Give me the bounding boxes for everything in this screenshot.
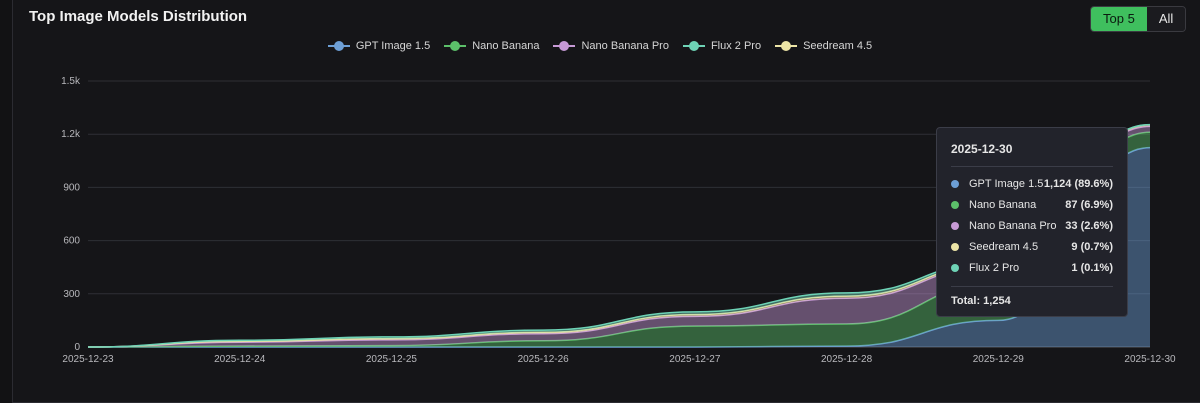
y-tick-label: 900 [63, 182, 80, 193]
tooltip-dot [951, 200, 959, 209]
tooltip-row: Nano Banana Pro 33 (2.6%) [951, 215, 1113, 236]
tooltip-series-name: Seedream 4.5 [969, 240, 1039, 253]
legend-dot [450, 41, 461, 51]
legend-dot [688, 41, 699, 51]
legend-label: Nano Banana Pro [581, 40, 669, 52]
legend-dot [333, 41, 344, 51]
chart-title: Top Image Models Distribution [29, 8, 248, 25]
legend-item-nano-banana-pro[interactable]: Nano Banana Pro [553, 40, 669, 52]
x-tick-label: 2025-12-24 [214, 354, 266, 365]
top-n-toggle: Top 5 All [1090, 6, 1187, 32]
all-button[interactable]: All [1146, 7, 1186, 31]
legend-dot [781, 41, 792, 51]
legend-swatch [682, 41, 705, 51]
x-tick-label: 2025-12-29 [973, 354, 1025, 365]
legend-item-flux-2-pro[interactable]: Flux 2 Pro [682, 40, 762, 52]
top5-button[interactable]: Top 5 [1091, 7, 1147, 31]
tooltip-dot [951, 242, 959, 251]
tooltip-date: 2025-12-30 [951, 142, 1013, 156]
legend-label: GPT Image 1.5 [355, 40, 431, 52]
tooltip-total: Total: 1,254 [951, 286, 1113, 307]
legend-label: Nano Banana [472, 40, 540, 52]
legend-label: Seedream 4.5 [803, 40, 873, 52]
y-tick-label: 300 [63, 289, 80, 300]
legend-dot [559, 41, 570, 51]
legend-item-seedream[interactable]: Seedream 4.5 [775, 40, 872, 52]
tooltip-row: Flux 2 Pro 1 (0.1%) [951, 257, 1113, 278]
series-area [88, 147, 1150, 347]
tooltip-dot [951, 179, 959, 188]
tooltip-row: Seedream 4.5 9 (0.7%) [951, 236, 1113, 257]
legend-swatch [444, 41, 467, 51]
tooltip-series-name: Nano Banana [969, 198, 1037, 211]
legend-label: Flux 2 Pro [710, 40, 762, 52]
tooltip-divider [951, 166, 1113, 167]
tooltip-row: GPT Image 1.5 1,124 (89.6%) [951, 173, 1113, 194]
x-tick-label: 2025-12-28 [821, 354, 873, 365]
series-area [88, 124, 1150, 348]
legend-item-gpt-image[interactable]: GPT Image 1.5 [327, 40, 431, 52]
chart-tooltip: 2025-12-30 GPT Image 1.5 1,124 (89.6%) N… [936, 127, 1128, 317]
tooltip-row: Nano Banana 87 (6.9%) [951, 194, 1113, 215]
x-tick-label: 2025-12-30 [1124, 354, 1176, 365]
tooltip-dot [951, 221, 959, 230]
legend-swatch [775, 41, 798, 51]
tooltip-series-name: Flux 2 Pro [969, 261, 1020, 274]
tooltip-series-value: 1 (0.1%) [1071, 261, 1113, 274]
y-tick-label: 0 [74, 342, 80, 353]
chart-legend: GPT Image 1.5 Nano Banana Nano Banana Pr… [0, 40, 1200, 52]
legend-swatch [327, 41, 350, 51]
series-line [87, 146, 1151, 348]
y-tick-label: 600 [63, 236, 80, 247]
tooltip-series-name: Nano Banana Pro [969, 219, 1057, 232]
tooltip-series-value: 87 (6.9%) [1065, 198, 1113, 211]
tooltip-series-name: GPT Image 1.5 [969, 177, 1044, 190]
tooltip-series-value: 33 (2.6%) [1065, 219, 1113, 232]
x-tick-label: 2025-12-23 [62, 354, 114, 365]
tooltip-series-value: 1,124 (89.6%) [1043, 177, 1113, 190]
y-tick-label: 1.5k [61, 76, 81, 87]
legend-item-nano-banana[interactable]: Nano Banana [444, 40, 539, 52]
legend-swatch [553, 41, 576, 51]
tooltip-dot [951, 263, 959, 272]
x-tick-label: 2025-12-26 [518, 354, 570, 365]
y-tick-label: 1.2k [61, 129, 81, 140]
x-tick-label: 2025-12-27 [669, 354, 721, 365]
x-tick-label: 2025-12-25 [366, 354, 418, 365]
tooltip-series-value: 9 (0.7%) [1071, 240, 1113, 253]
